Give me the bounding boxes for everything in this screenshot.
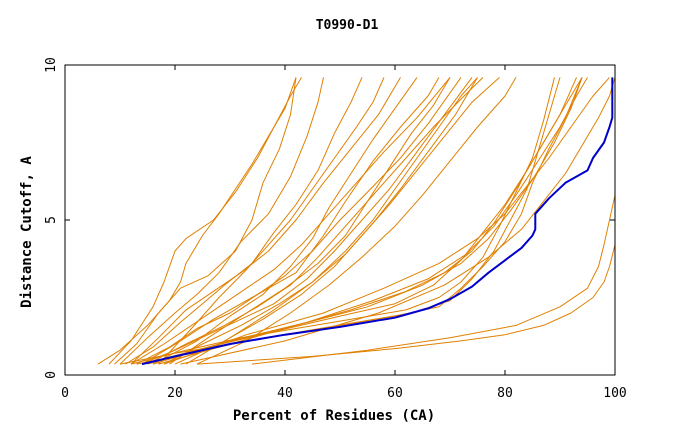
series-line-8 (136, 77, 462, 365)
series-line-4 (119, 77, 324, 365)
y-tick-label-0: 0 (44, 371, 59, 379)
x-tick-label-100: 100 (603, 386, 626, 401)
x-tick-label-60: 60 (387, 386, 403, 401)
y-axis-label: Distance Cutoff, A (19, 156, 35, 308)
x-axis-label: Percent of Residues (CA) (233, 408, 435, 424)
x-tick-label-80: 80 (497, 386, 513, 401)
x-tick-label-20: 20 (167, 386, 183, 401)
series-line-9 (141, 77, 473, 365)
series-line-2 (108, 77, 302, 365)
series-line-13 (158, 77, 385, 365)
y-tick-label-10: 10 (44, 57, 59, 73)
series-line-28 (196, 77, 616, 365)
series-line-11 (147, 77, 484, 365)
y-tick-label-5: 5 (44, 216, 59, 224)
series-line-7 (130, 77, 451, 365)
series-line-20 (130, 77, 555, 365)
series-line-5 (125, 77, 363, 365)
series-line-12 (152, 77, 418, 365)
series-line-10 (141, 77, 440, 365)
x-tick-label-0: 0 (61, 386, 69, 401)
chart-title: T0990-D1 (316, 18, 379, 33)
series-line-3 (114, 77, 297, 365)
series-line-26 (163, 77, 610, 365)
series-line-29 (251, 170, 616, 365)
series-line-18 (196, 77, 517, 365)
series-line-17 (185, 77, 478, 365)
series-line-6 (130, 77, 401, 365)
highlight-series-line (141, 77, 614, 366)
x-tick-label-40: 40 (277, 386, 293, 401)
series-line-25 (158, 77, 583, 365)
series-line-15 (169, 77, 451, 365)
axis-layer: 0 20 40 60 80 100 0 5 10 (44, 57, 627, 401)
series-line-21 (136, 77, 561, 365)
series-line-27 (180, 77, 616, 365)
series-layer (97, 77, 616, 366)
series-line-16 (174, 77, 500, 365)
